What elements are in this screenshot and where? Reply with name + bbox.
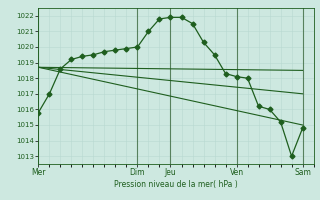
X-axis label: Pression niveau de la mer( hPa ): Pression niveau de la mer( hPa ) [114,180,238,189]
